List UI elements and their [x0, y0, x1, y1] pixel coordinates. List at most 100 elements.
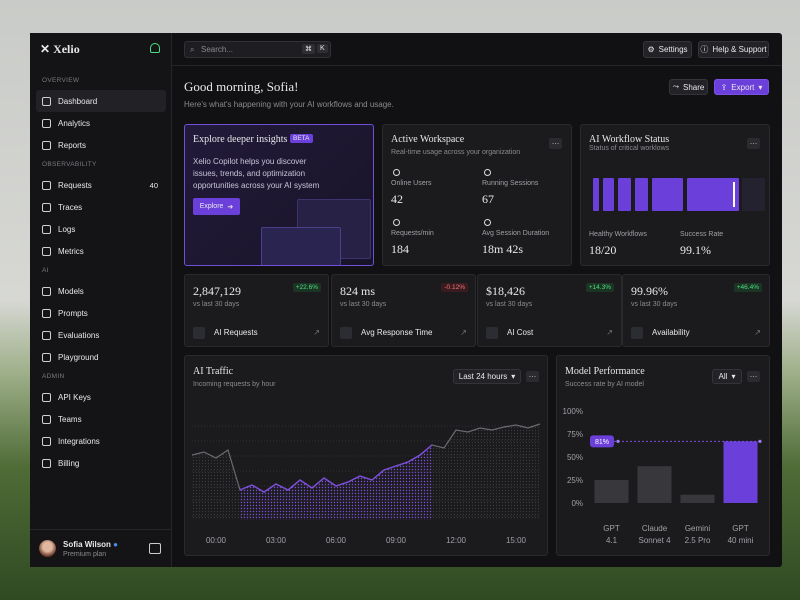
traffic-line-highlight	[240, 444, 432, 493]
kpi-icon	[631, 327, 643, 339]
more-button[interactable]: …	[747, 138, 760, 149]
range-select[interactable]: Last 24 hours ▾	[453, 369, 521, 384]
user-name-text: Sofia Wilson	[63, 540, 111, 549]
kpi-link[interactable]: ↗	[606, 328, 613, 337]
kpi-change: +14.3%	[585, 283, 614, 292]
metric-label: Success Rate	[680, 231, 724, 238]
nav-item[interactable]: Analytics	[36, 112, 166, 134]
nav: OVERVIEW Dashboard Analytics Reports OBSERVA…	[36, 72, 166, 474]
sidebar	[30, 33, 172, 567]
metric-value: 184	[391, 242, 409, 256]
avatar	[39, 540, 56, 557]
nav-item[interactable]: Evaluations	[36, 324, 166, 346]
nav-label: Reports	[58, 140, 87, 150]
nav-item[interactable]: Models	[36, 280, 166, 302]
nav-icon	[42, 202, 51, 212]
x-tick-label: Gemini	[685, 524, 711, 533]
card-title: AI Workflow Status	[589, 134, 670, 145]
x-tick-label: Claude	[642, 524, 668, 533]
kpi-link[interactable]: ↗	[460, 328, 467, 337]
nav-icon	[42, 96, 51, 106]
explore-button[interactable]: Explore ➔	[193, 198, 240, 215]
nav-item[interactable]: Prompts	[36, 302, 166, 324]
kpi-card: $18,426 +14.3% vs last 30 days AI Cost ↗	[477, 274, 622, 347]
workflow-card: AI Workflow Status Status of critical wo…	[580, 124, 770, 266]
nav-icon	[42, 118, 51, 128]
nav-item[interactable]: Billing	[36, 452, 166, 474]
export-button[interactable]: ⇪ Export ▾	[714, 79, 769, 95]
more-button[interactable]: …	[549, 138, 562, 149]
bell-icon[interactable]	[150, 43, 160, 53]
nav-icon	[42, 246, 51, 256]
nav-label: Metrics	[58, 246, 84, 256]
kpi-label: Availability	[652, 328, 690, 337]
nav-label: Analytics	[58, 118, 91, 128]
greeting-subtitle: Here's what's happening with your AI wor…	[184, 100, 394, 109]
kpi-label: Avg Response Time	[361, 328, 433, 337]
kpi-card: 2,847,129 +22.6% vs last 30 days AI Request…	[184, 274, 329, 347]
nav-item[interactable]: Metrics	[36, 240, 166, 262]
nav-item[interactable]: Logs	[36, 218, 166, 240]
y-tick-label: 50%	[567, 453, 583, 462]
insights-text: Xelio Copilot helps you discover issues,…	[193, 157, 320, 190]
more-button[interactable]: …	[526, 371, 539, 382]
share-button[interactable]: ⤳ Share	[669, 79, 708, 95]
nav-item[interactable]: Teams	[36, 408, 166, 430]
card-subtitle: Incoming requests by hour	[193, 381, 276, 388]
help-button[interactable]: ⓘ Help & Support	[698, 41, 769, 58]
nav-label: Models	[58, 286, 84, 296]
metric-label: Online Users	[391, 180, 432, 187]
logo[interactable]: ✕ Xelio	[40, 42, 80, 56]
insights-card: Explore deeper insights BETA Xelio Copil…	[184, 124, 374, 266]
nav-badge: 40	[149, 180, 158, 190]
nav-icon	[42, 352, 51, 362]
y-tick-label: 25%	[567, 476, 583, 485]
kpi-icon	[340, 327, 352, 339]
nav-icon	[42, 392, 51, 402]
kpi-period: vs last 30 days	[631, 301, 678, 308]
kpi-card: 99.96% +46.4% vs last 30 days Availability ↗	[622, 274, 770, 347]
card-subtitle: Success rate by AI model	[565, 381, 644, 388]
card-subtitle: Real-time usage across your organization	[391, 149, 521, 156]
range-label: Last 24 hours	[458, 372, 508, 381]
nav-icon	[42, 224, 51, 234]
kpi-period: vs last 30 days	[486, 301, 533, 308]
bar	[637, 466, 672, 503]
card-subtitle: Status of critical worklows	[589, 145, 670, 152]
status-segment	[593, 178, 599, 211]
card-title: Model Performance	[565, 366, 645, 377]
metric-label: Healthy Workflows	[589, 231, 647, 238]
kpi-link[interactable]: ↗	[754, 328, 761, 337]
nav-icon	[42, 180, 51, 190]
x-tick-label: GPT	[732, 524, 749, 533]
y-tick-label: 100%	[563, 407, 583, 416]
bar	[723, 441, 758, 503]
nav-label: Billing	[58, 458, 80, 468]
explore-label: Explore	[199, 203, 224, 210]
nav-item[interactable]: Playground	[36, 346, 166, 368]
search-box[interactable]: ⌕ Search... ⌘ K	[184, 41, 331, 58]
kpi-link[interactable]: ↗	[313, 328, 320, 337]
settings-button[interactable]: ⚙ Settings	[643, 41, 692, 58]
nav-item[interactable]: Dashboard	[36, 90, 166, 112]
annotation-label: 81%	[595, 439, 609, 446]
nav-icon	[42, 458, 51, 468]
metric-label: Running Sessions	[482, 180, 539, 187]
card-title: Active Workspace	[391, 134, 465, 145]
more-button[interactable]: …	[747, 371, 760, 382]
kpi-label: AI Cost	[507, 328, 534, 337]
filter-select[interactable]: All ▾	[712, 369, 742, 384]
nav-item[interactable]: Traces	[36, 196, 166, 218]
nav-item[interactable]: API Keys	[36, 386, 166, 408]
nav-item[interactable]: Integrations	[36, 430, 166, 452]
user-name: Sofia Wilson ●	[63, 540, 119, 549]
nav-icon	[42, 414, 51, 424]
collapse-button[interactable]	[149, 543, 161, 554]
metric-icon	[484, 169, 491, 176]
kpi-change: -0.12%	[441, 283, 468, 292]
nav-item[interactable]: Requests 40	[36, 174, 166, 196]
kpi-label: AI Requests	[214, 328, 258, 337]
nav-item[interactable]: Reports	[36, 134, 166, 156]
nav-label: Requests	[58, 180, 92, 190]
